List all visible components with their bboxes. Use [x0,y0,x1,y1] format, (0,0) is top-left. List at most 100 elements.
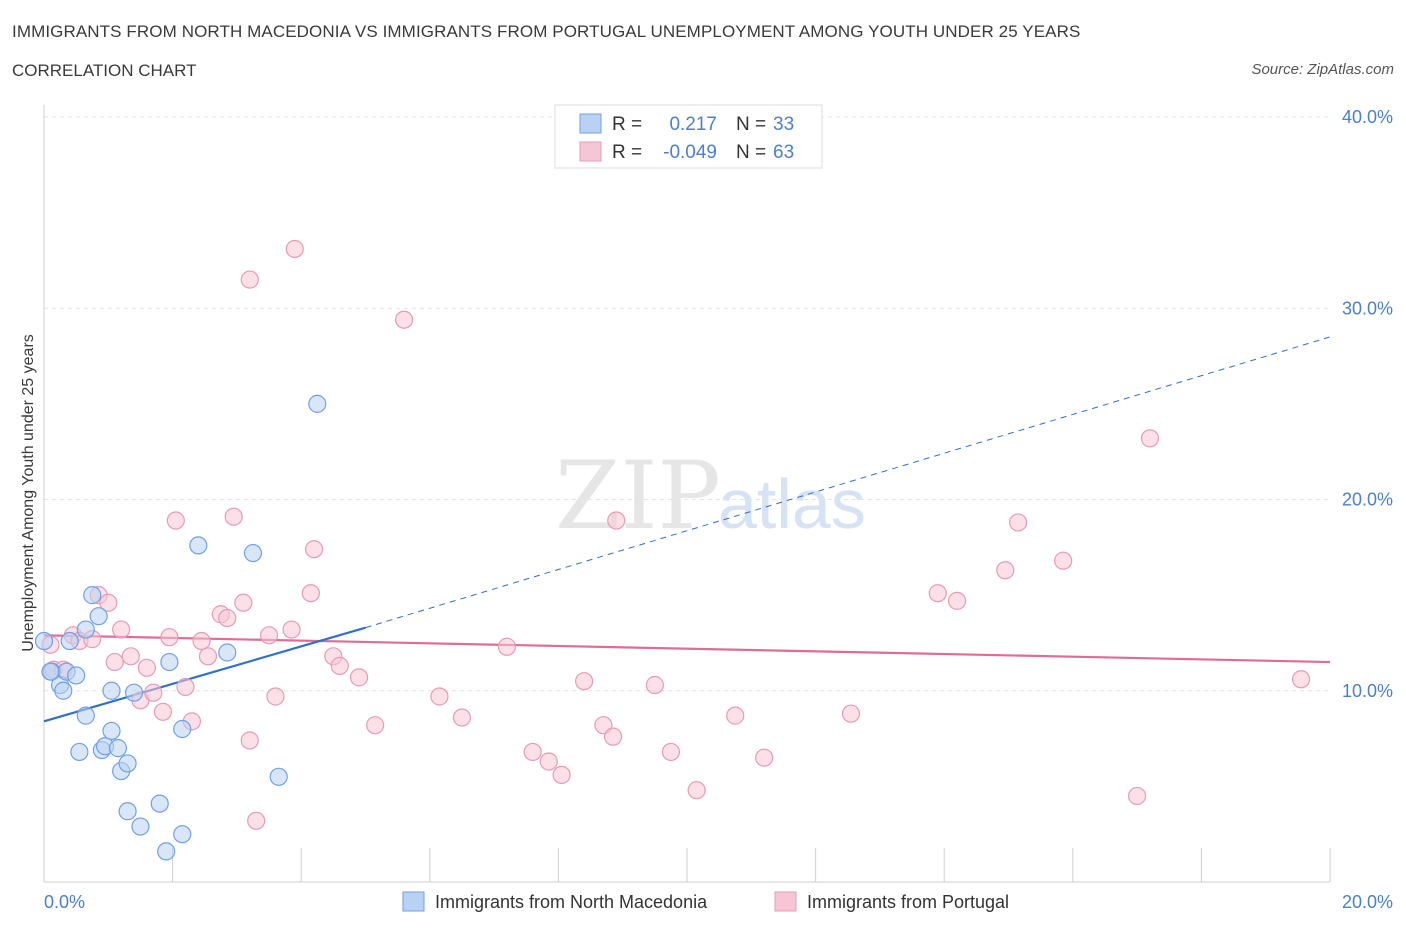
chart-subtitle: CORRELATION CHART [12,61,197,80]
point-north-macedonia [89,607,108,626]
watermark-zip: ZIP [555,442,721,551]
point-portugal [349,668,369,687]
x-tick-label-min: 0.0% [44,892,85,912]
point-portugal [1291,670,1311,689]
stats-legend: R = 0.217 N = 33 R = -0.049 N = 63 [554,104,823,169]
point-portugal [301,584,320,603]
point-portugal [726,706,745,725]
point-portugal [1054,551,1073,570]
y-tick-label: 40.0% [1342,107,1393,127]
point-north-macedonia [76,620,95,639]
point-portugal [497,637,517,656]
point-north-macedonia [308,394,327,413]
point-north-macedonia [60,631,79,651]
point-portugal [240,731,259,750]
point-portugal [144,683,163,702]
y-axis-tick-labels: 10.0% 20.0% 30.0% 40.0% [1342,107,1393,701]
point-portugal [176,677,195,697]
point-north-macedonia [150,794,169,813]
x-tick-label-max: 20.0% [1342,892,1393,912]
point-north-macedonia [102,681,121,700]
point-portugal [160,628,179,647]
point-north-macedonia [118,802,137,821]
stats-r-value-portugal: -0.049 [663,142,717,163]
point-north-macedonia [131,817,150,836]
point-north-macedonia [189,536,208,555]
point-portugal [947,591,967,610]
point-portugal [330,656,349,675]
point-north-macedonia [83,586,102,605]
point-north-macedonia [108,739,128,758]
point-portugal [247,811,266,830]
legend-swatch-portugal [774,891,797,912]
trend-line-portugal [43,634,1331,664]
point-portugal [687,781,706,800]
point-portugal [366,716,385,735]
point-north-macedonia [118,754,137,773]
trend-line-north-macedonia [43,626,366,723]
point-north-macedonia [160,652,179,672]
point-portugal [282,620,301,639]
watermark: ZIP atlas [555,442,866,551]
point-portugal [137,658,156,677]
series-north-macedonia-points [34,394,327,861]
point-portugal [304,540,324,559]
point-north-macedonia [102,721,121,741]
trend-line-north-macedonia-extended [365,336,1331,629]
chart-title: IMMIGRANTS FROM NORTH MACEDONIA VS IMMIG… [12,22,1081,41]
point-north-macedonia [157,842,176,861]
stats-r-label-portugal: R = [612,142,642,163]
point-portugal [266,687,285,706]
point-portugal [1009,513,1028,532]
point-portugal [841,704,861,723]
point-portugal [539,752,558,771]
point-north-macedonia [76,706,95,725]
point-portugal [192,631,211,651]
stats-r-label-north-macedonia: R = [612,114,642,135]
stats-n-value-north-macedonia: 33 [773,114,794,135]
point-portugal [452,708,472,727]
point-portugal [996,561,1015,580]
point-portugal [394,310,414,329]
point-portugal [259,626,279,645]
point-portugal [603,727,623,746]
x-axis-ticks [43,848,1331,882]
point-portugal [285,239,304,259]
point-portugal [240,270,259,289]
y-tick-label: 10.0% [1342,681,1393,701]
legend-label-portugal: Immigrants from Portugal [807,892,1009,912]
point-portugal [928,584,947,603]
point-portugal [645,675,664,695]
point-portugal [552,765,571,785]
point-north-macedonia [34,631,54,651]
point-north-macedonia [269,767,288,786]
stats-swatch-portugal [579,141,602,162]
point-portugal [166,511,185,530]
point-portugal [607,511,626,530]
point-portugal [523,742,542,762]
point-portugal [121,647,140,666]
point-portugal [1140,429,1160,448]
source-label: Source: ZipAtlas.com [1251,61,1394,78]
point-portugal [234,593,253,612]
stats-n-value-portugal: 63 [773,142,794,163]
point-portugal [153,702,173,721]
point-north-macedonia [54,681,73,700]
point-portugal [575,672,594,691]
y-tick-label: 20.0% [1342,490,1393,510]
y-tick-label: 30.0% [1342,298,1393,318]
y-axis-label: Unemployment Among Youth under 25 years [20,334,37,652]
stats-n-label-portugal: N = [736,142,766,163]
point-north-macedonia [41,662,60,681]
point-portugal [105,652,124,672]
legend-label-north-macedonia: Immigrants from North Macedonia [435,892,708,912]
point-portugal [224,507,243,526]
point-portugal [755,748,774,767]
point-north-macedonia [124,683,144,702]
point-portugal [661,742,681,762]
point-north-macedonia [67,666,86,685]
point-portugal [430,687,449,706]
stats-r-value-north-macedonia: 0.217 [669,114,717,135]
point-portugal [112,620,131,639]
